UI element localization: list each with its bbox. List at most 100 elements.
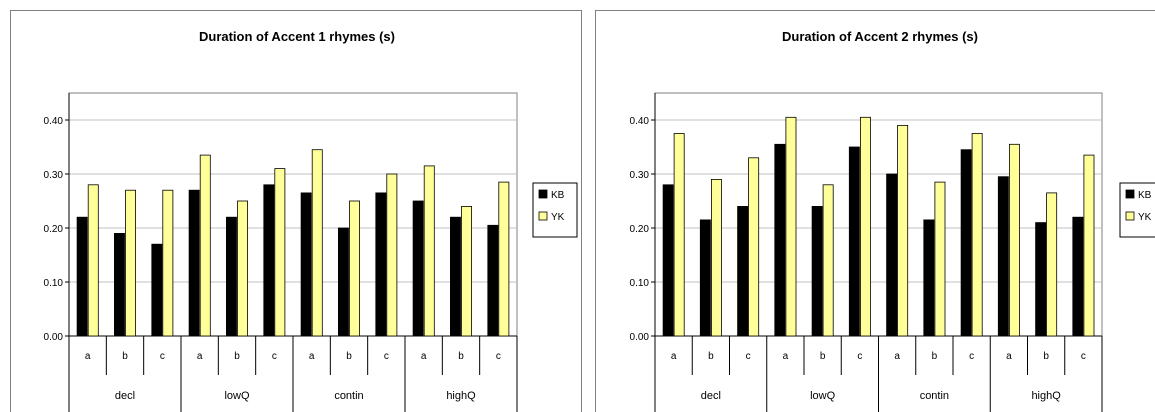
y-tick-label: 0.40: [630, 116, 650, 127]
bar-yk-11: [1083, 154, 1095, 337]
bar-yk-4: [822, 184, 834, 337]
bar-kb-11: [487, 224, 499, 337]
bar-kb-2: [151, 243, 163, 337]
legend-swatch-yk: [1125, 211, 1135, 221]
plot-area: [68, 92, 518, 337]
x-category-label: a: [783, 351, 789, 362]
y-tick-label: 0.20: [44, 224, 64, 235]
x-group-label: highQ: [446, 390, 476, 402]
bar-yk-10: [461, 205, 473, 337]
chart-title: Duration of Accent 1 rhymes (s): [199, 29, 395, 44]
bar-yk-3: [199, 154, 211, 337]
x-category-label: c: [384, 351, 389, 362]
bar-yk-5: [274, 168, 286, 337]
bar-kb-7: [923, 219, 935, 337]
x-category-label: c: [857, 351, 862, 362]
legend-swatch-kb: [1125, 189, 1135, 199]
x-category-label: b: [234, 351, 240, 362]
legend-swatch-kb: [538, 189, 548, 199]
x-category-label: b: [708, 351, 714, 362]
bar-kb-5: [263, 184, 275, 337]
bar-yk-0: [87, 184, 99, 337]
x-category-label: b: [1043, 351, 1049, 362]
bar-kb-7: [337, 227, 349, 337]
chart-accent-1: Duration of Accent 1 rhymes (s) 0.00 0.10 0…: [44, 29, 578, 412]
bar-yk-10: [1046, 192, 1058, 337]
y-tick-label: 0.30: [630, 170, 650, 181]
x-category-label: a: [197, 351, 203, 362]
bar-kb-6: [886, 173, 898, 337]
x-category-label: b: [820, 351, 826, 362]
x-group-label: contin: [920, 390, 949, 402]
x-category-label: b: [458, 351, 464, 362]
y-tick-label: 0.00: [44, 332, 64, 343]
chart-accent-2: Duration of Accent 2 rhymes (s) 0.00 0.10 0…: [630, 29, 1155, 412]
chart-panel-accent-2: Duration of Accent 2 rhymes (s) 0.00 0.10 0…: [595, 10, 1155, 412]
bar-kb-0: [662, 184, 674, 337]
bar-kb-10: [1035, 222, 1047, 337]
bar-yk-0: [673, 133, 685, 337]
x-group-label: decl: [115, 390, 135, 402]
bar-kb-5: [848, 146, 860, 337]
bar-yk-9: [1008, 143, 1020, 337]
x-category-label: b: [932, 351, 938, 362]
bar-yk-2: [748, 157, 760, 337]
x-group-label: highQ: [1031, 390, 1061, 402]
x-category-label: a: [671, 351, 677, 362]
x-category-label: c: [160, 351, 165, 362]
bar-kb-1: [699, 219, 711, 337]
bar-kb-0: [76, 216, 88, 337]
bar-yk-3: [785, 116, 797, 337]
plot-area: [654, 92, 1103, 337]
x-category-label: a: [1006, 351, 1012, 362]
x-category-label: a: [894, 351, 900, 362]
bar-yk-11: [498, 181, 510, 337]
bar-yk-6: [897, 125, 909, 337]
bar-yk-4: [237, 200, 249, 337]
x-group-label: lowQ: [810, 390, 836, 402]
bar-yk-8: [386, 173, 398, 337]
bar-kb-6: [300, 192, 312, 337]
x-category-label: c: [969, 351, 974, 362]
legend: KB YK: [1119, 182, 1155, 238]
bar-yk-5: [859, 116, 871, 337]
y-tick-label: 0.10: [630, 278, 650, 289]
x-category-label: a: [309, 351, 315, 362]
x-category-label: b: [122, 351, 128, 362]
bar-kb-10: [449, 216, 461, 337]
legend-swatch-yk: [538, 211, 548, 221]
bar-kb-4: [811, 205, 823, 337]
legend-label-kb: KB: [1138, 190, 1152, 201]
x-category-label: c: [272, 351, 277, 362]
x-group-label: lowQ: [224, 390, 250, 402]
x-category-label: c: [746, 351, 751, 362]
bar-kb-9: [997, 176, 1009, 337]
bar-yk-9: [423, 165, 435, 337]
legend-label-kb: KB: [551, 190, 565, 201]
bar-kb-8: [375, 192, 387, 337]
x-category-label: c: [496, 351, 501, 362]
chart-title: Duration of Accent 2 rhymes (s): [782, 29, 978, 44]
x-category-label: a: [85, 351, 91, 362]
y-tick-label: 0.30: [44, 170, 64, 181]
bar-yk-8: [971, 133, 983, 337]
bar-kb-1: [114, 232, 125, 337]
x-group-label: decl: [701, 390, 721, 402]
bar-kb-4: [225, 216, 237, 337]
bar-yk-6: [311, 149, 323, 337]
bar-kb-3: [774, 143, 786, 337]
y-tick-label: 0.40: [44, 116, 64, 127]
x-group-label: contin: [334, 390, 363, 402]
bar-kb-11: [1072, 216, 1084, 337]
y-tick-label: 0.10: [44, 278, 64, 289]
x-category-label: b: [346, 351, 352, 362]
x-category-label: c: [1081, 351, 1086, 362]
bar-kb-8: [960, 149, 972, 337]
y-tick-label: 0.00: [630, 332, 650, 343]
bar-yk-2: [162, 189, 174, 337]
bar-kb-2: [737, 205, 749, 337]
bar-kb-3: [188, 189, 200, 337]
x-category-label: a: [421, 351, 427, 362]
legend: KB YK: [532, 182, 578, 238]
legend-label-yk: YK: [1138, 212, 1152, 223]
